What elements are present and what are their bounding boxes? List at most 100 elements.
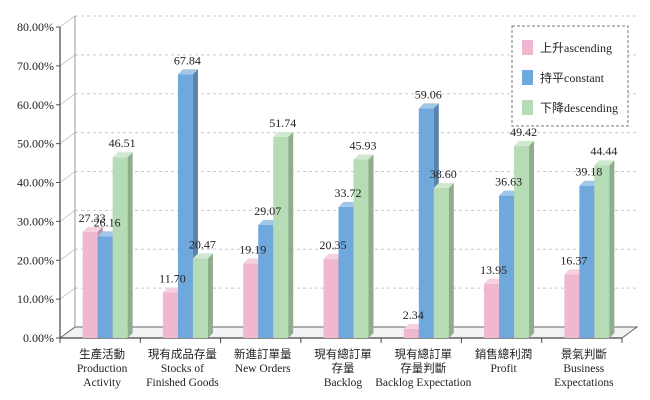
bar-side xyxy=(529,140,535,338)
bar xyxy=(514,140,535,338)
y-tick-label: 50.00% xyxy=(17,137,54,151)
bar xyxy=(192,253,213,338)
legend-label: 持平constant xyxy=(540,70,605,85)
bar-front xyxy=(273,136,289,338)
category-label: 銷售總利潤 Profit xyxy=(475,347,533,375)
y-tick-label: 60.00% xyxy=(17,98,54,112)
value-label: 46.51 xyxy=(109,136,136,150)
grid-side xyxy=(59,54,76,67)
bar-front xyxy=(243,263,259,338)
bar-top xyxy=(82,226,103,232)
legend-swatch xyxy=(522,70,533,85)
value-label: 29.07 xyxy=(254,204,281,218)
y-tick-label: 70.00% xyxy=(17,59,54,73)
bar-front xyxy=(82,231,98,338)
bar-side xyxy=(609,160,615,338)
value-label: 36.63 xyxy=(495,175,522,189)
y-tick-label: 40.00% xyxy=(17,176,54,190)
legend-label: 上升ascending xyxy=(540,41,612,55)
value-label: 27.33 xyxy=(79,211,106,225)
bar-front xyxy=(418,108,434,338)
bar-front xyxy=(258,224,274,338)
category-label: 景氣判斷 Business Expectations xyxy=(554,347,614,389)
bar-side xyxy=(207,253,213,338)
value-label: 16.37 xyxy=(560,253,587,267)
value-label: 45.93 xyxy=(350,138,377,152)
bar-front xyxy=(192,258,208,338)
category-label: 生產活動 Production Activity xyxy=(77,347,128,389)
value-label: 13.95 xyxy=(480,263,507,277)
bar-side xyxy=(448,182,454,338)
bar-front xyxy=(564,274,580,338)
bar-top xyxy=(594,160,615,166)
value-label: 20.35 xyxy=(320,238,347,252)
bar-top xyxy=(112,152,133,158)
bar-top xyxy=(273,131,294,137)
value-label: 20.47 xyxy=(189,237,216,251)
grid-side xyxy=(59,287,76,300)
grid-side xyxy=(59,209,76,222)
bar-side xyxy=(368,154,374,338)
bar-top xyxy=(353,154,374,160)
bar xyxy=(433,182,454,338)
bar-front xyxy=(433,187,449,338)
value-label: 51.74 xyxy=(269,116,296,130)
bar-side xyxy=(288,131,294,338)
grid-side xyxy=(59,132,76,145)
bar xyxy=(112,152,133,338)
value-label: 19.19 xyxy=(239,242,266,256)
bar xyxy=(273,131,294,338)
grid-side xyxy=(59,15,76,28)
bar-side xyxy=(127,152,133,338)
bar-front xyxy=(97,236,113,338)
bar-front xyxy=(579,185,595,338)
bar-top xyxy=(177,69,198,75)
legend-swatch xyxy=(522,100,533,115)
value-label: 39.18 xyxy=(575,165,602,179)
grid-side xyxy=(59,93,76,106)
bar-front xyxy=(323,258,339,338)
bar-front xyxy=(484,283,500,338)
bar-top xyxy=(433,182,454,188)
bar xyxy=(594,160,615,338)
bar-front xyxy=(162,292,178,338)
category-label: 現有總訂單存量判斷 Backlog Expectation xyxy=(375,347,471,389)
bar-top xyxy=(514,140,535,146)
grid-side xyxy=(59,171,76,183)
value-label: 38.60 xyxy=(430,167,457,181)
legend-swatch xyxy=(522,40,533,55)
y-tick-label: 20.00% xyxy=(17,253,54,267)
bars xyxy=(82,69,615,338)
category-label: 新進訂單量 New Orders xyxy=(234,347,292,375)
value-label: 33.72 xyxy=(335,186,362,200)
bar-front xyxy=(594,165,610,338)
category-labels: 生產活動 Production Activity 現有成品存量 Stocks of Fin… xyxy=(77,347,614,389)
bar-front xyxy=(403,328,419,338)
legend: 上升ascending 持平constant 下降descending xyxy=(511,25,629,127)
bar-top xyxy=(418,103,439,109)
legend-label: 下降descending xyxy=(540,101,618,115)
value-label: 59.06 xyxy=(415,87,442,101)
bar-front xyxy=(499,195,515,338)
category-label: 現有總訂單存量 Backlog xyxy=(314,347,372,389)
bar-top xyxy=(192,253,213,259)
category-label: 現有成品存量 Stocks of Finished Goods xyxy=(146,347,219,389)
bar-front xyxy=(514,145,530,338)
y-tick-labels: 0.00% 10.00% 20.00% 30.00% 40.00% 50.00% 60.00… xyxy=(17,20,54,345)
y-tick-label: 10.00% xyxy=(17,292,54,306)
value-label: 67.84 xyxy=(174,53,201,67)
value-label: 11.70 xyxy=(159,272,186,286)
bar-front xyxy=(353,159,369,338)
bar-front xyxy=(177,74,193,338)
bar-front xyxy=(338,206,354,338)
value-label: 26.16 xyxy=(94,215,121,229)
bar xyxy=(353,154,374,338)
y-tick-label: 0.00% xyxy=(23,331,54,345)
bar-front xyxy=(112,157,128,338)
y-tick-label: 80.00% xyxy=(17,20,54,34)
value-label: 49.42 xyxy=(510,125,537,139)
value-label: 2.34 xyxy=(403,308,424,322)
grid-side xyxy=(59,248,76,261)
